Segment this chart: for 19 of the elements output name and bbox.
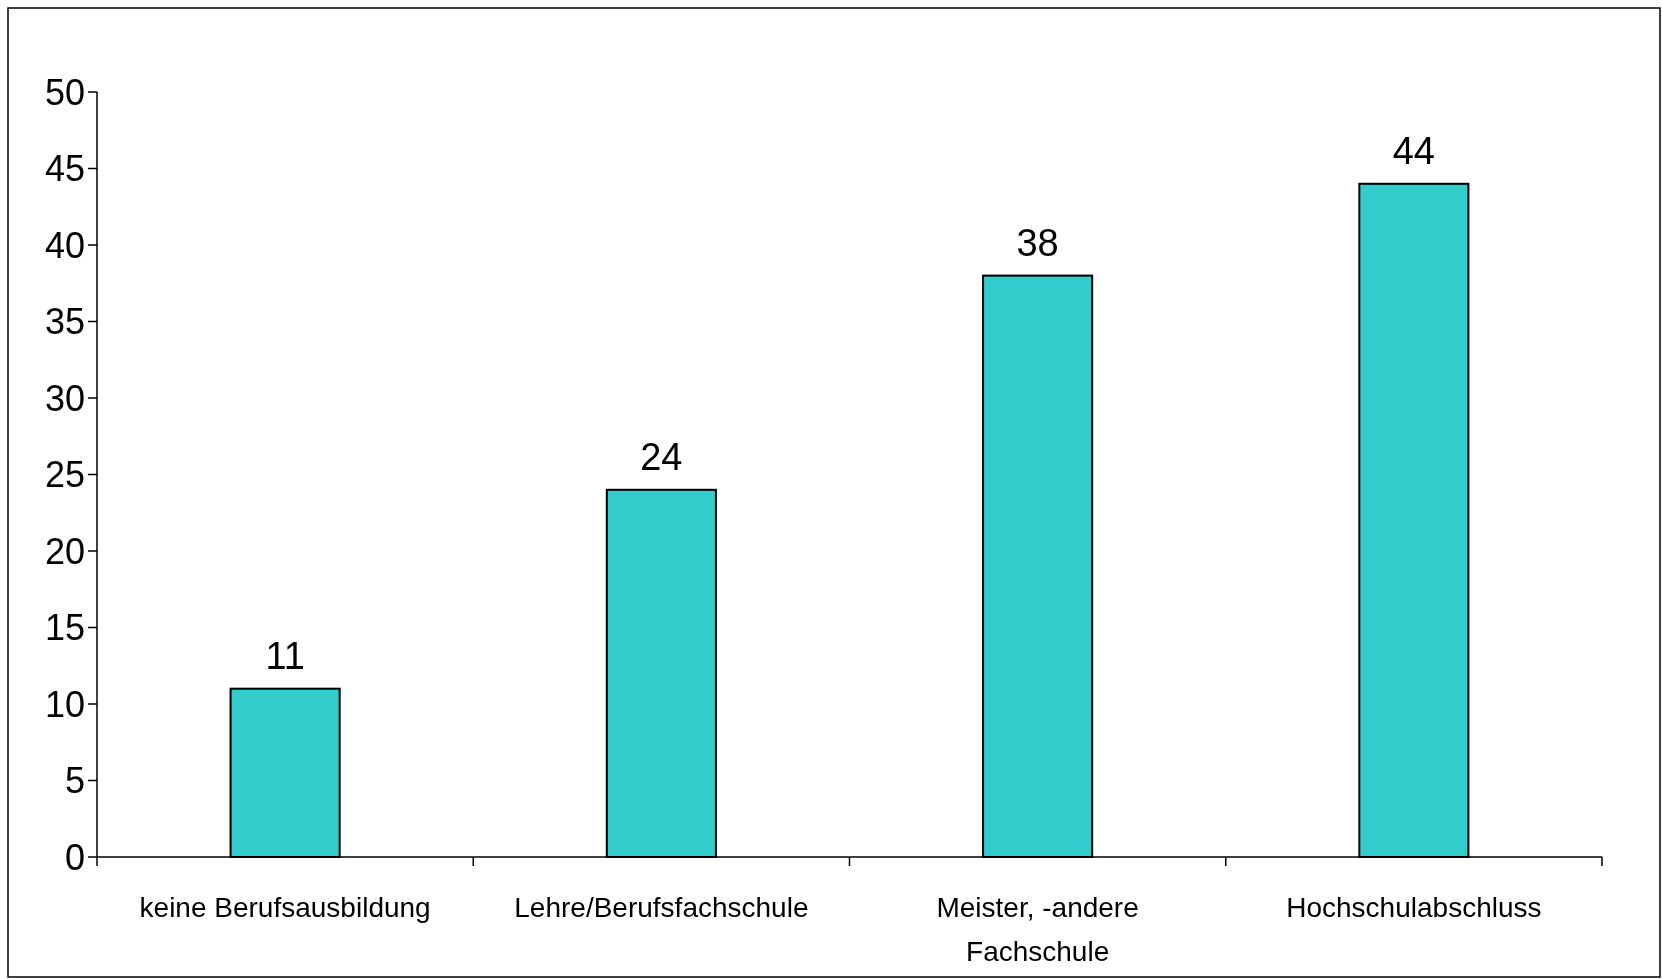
y-tick-label: 25 [44,454,85,496]
data-label: 24 [640,435,683,478]
x-tick-label: Hochschulabschluss [1286,892,1542,923]
data-label: 44 [1392,129,1436,172]
y-tick-label: 5 [64,760,85,802]
y-tick-label: 15 [44,607,85,649]
data-label: 38 [1016,221,1059,264]
y-tick-label: 50 [44,71,85,113]
x-tick-label: Meister, -andere Fachschule [936,892,1139,967]
y-tick-label: 30 [44,377,85,419]
y-tick-label: 35 [44,301,85,343]
y-tick-label: 40 [44,224,85,266]
x-tick-label: keine Berufsausbildung [139,892,431,923]
data-label: 11 [265,634,305,677]
y-tick-label: 10 [44,683,85,725]
x-tick-label: Lehre/Berufsfachschule [514,892,809,923]
y-tick-label: 20 [44,530,85,572]
y-tick-label: 45 [44,148,85,190]
y-tick-label: 0 [64,836,85,878]
